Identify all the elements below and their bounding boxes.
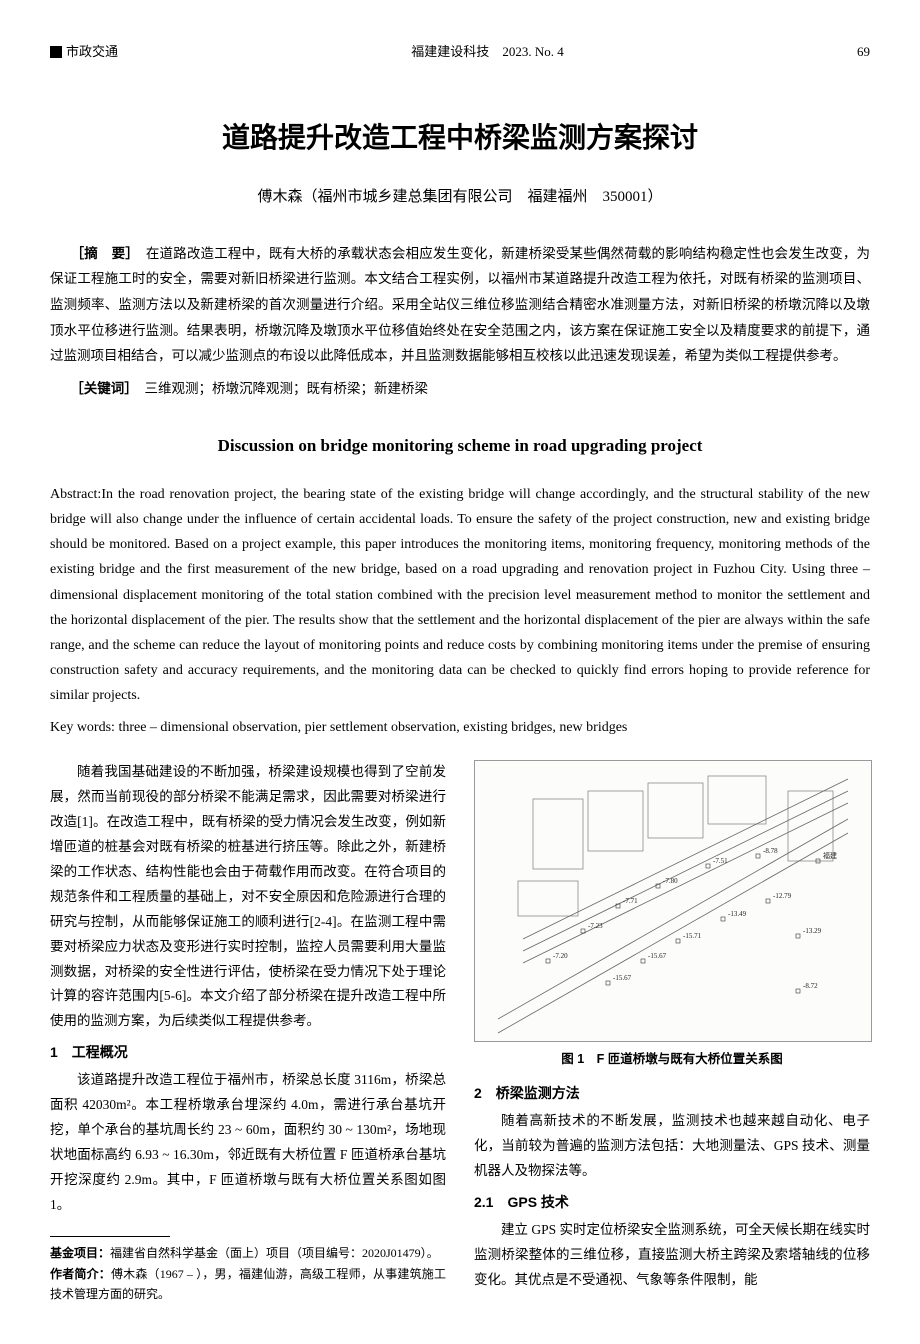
svg-text:-15.71: -15.71 (683, 932, 702, 940)
svg-text:-15.67: -15.67 (613, 974, 632, 982)
author-label: 作者简介： (50, 1267, 111, 1281)
svg-text:-8.72: -8.72 (803, 982, 818, 990)
column-left: 随着我国基础建设的不断加强，桥梁建设规模也得到了空前发展，然而当前现役的部分桥梁… (50, 760, 446, 1305)
footnote-author: 作者简介：傅木森（1967 – ），男，福建仙游，高级工程师，从事建筑施工技术管… (50, 1264, 446, 1305)
author-affiliation: 傅木森（福州市城乡建总集团有限公司 福建福州 350001） (50, 184, 870, 211)
svg-text:-13.49: -13.49 (728, 910, 747, 918)
footnote-separator (50, 1236, 170, 1237)
abstract-en: Abstract:In the road renovation project,… (50, 482, 870, 709)
keywords-en: Key words: three – dimensional observati… (50, 715, 870, 740)
svg-text:-7.71: -7.71 (623, 897, 638, 905)
abstract-en-label: Abstract: (50, 487, 101, 502)
svg-text:-15.67: -15.67 (648, 952, 667, 960)
keywords-cn: ［关键词］ 三维观测；桥墩沉降观测；既有桥梁；新建桥梁 (50, 377, 870, 401)
article-title-en: Discussion on bridge monitoring scheme i… (50, 431, 870, 462)
section-2-title: 2 桥梁监测方法 (474, 1081, 870, 1107)
svg-text:-7.23: -7.23 (588, 922, 603, 930)
figure-1-caption: 图 1 F 匝道桥墩与既有大桥位置关系图 (474, 1048, 870, 1071)
section-text: 市政交通 (66, 40, 118, 63)
keywords-cn-text: 三维观测；桥墩沉降观测；既有桥梁；新建桥梁 (145, 381, 429, 396)
abstract-cn: ［摘 要］ 在道路改造工程中，既有大桥的承载状态会相应发生变化，新建桥梁受某些偶… (50, 241, 870, 369)
intro-paragraph: 随着我国基础建设的不断加强，桥梁建设规模也得到了空前发展，然而当前现役的部分桥梁… (50, 760, 446, 1035)
page-number: 69 (857, 40, 870, 63)
svg-text:-7.20: -7.20 (553, 952, 568, 960)
article-title-cn: 道路提升改造工程中桥梁监测方案探讨 (50, 113, 870, 163)
column-right: -7.20 -7.23 -7.71 -7.80 -7.51 -8.78 -15.67 -15.… (474, 760, 870, 1305)
fund-text: 福建省自然科学基金（面上）项目（项目编号：2020J01479）。 (110, 1246, 439, 1260)
journal-issue: 福建建设科技 2023. No. 4 (411, 40, 563, 63)
section-2-body: 随着高新技术的不断发展，监测技术也越来越自动化、电子化，当前较为普遍的监测方法包… (474, 1109, 870, 1184)
svg-text:-7.80: -7.80 (663, 877, 678, 885)
svg-text:-13.29: -13.29 (803, 927, 822, 935)
keywords-en-label: Key words: (50, 720, 115, 735)
section-label: 市政交通 (50, 40, 118, 63)
svg-text:福建: 福建 (823, 851, 837, 860)
svg-text:-8.78: -8.78 (763, 847, 778, 855)
abstract-en-text: In the road renovation project, the bear… (50, 487, 870, 704)
section-1-title: 1 工程概况 (50, 1040, 446, 1066)
abstract-cn-text: 在道路改造工程中，既有大桥的承载状态会相应发生变化，新建桥梁受某些偶然荷载的影响… (50, 246, 870, 364)
section-2-1-title: 2.1 GPS 技术 (474, 1190, 870, 1216)
figure-1-svg: -7.20 -7.23 -7.71 -7.80 -7.51 -8.78 -15.67 -15.… (475, 761, 871, 1041)
section-1-body: 该道路提升改造工程位于福州市，桥梁总长度 3116m，桥梁总面积 42030m²… (50, 1068, 446, 1218)
abstract-cn-label: ［摘 要］ (77, 246, 132, 261)
page-header: 市政交通 福建建设科技 2023. No. 4 69 (50, 40, 870, 63)
section-2-1-body: 建立 GPS 实时定位桥梁安全监测系统，可全天候长期在线实时监测桥梁整体的三维位… (474, 1218, 870, 1293)
figure-1: -7.20 -7.23 -7.71 -7.80 -7.51 -8.78 -15.67 -15.… (474, 760, 872, 1042)
body-columns: 随着我国基础建设的不断加强，桥梁建设规模也得到了空前发展，然而当前现役的部分桥梁… (50, 760, 870, 1305)
keywords-en-text: three – dimensional observation, pier se… (118, 720, 627, 735)
svg-text:-7.51: -7.51 (713, 857, 728, 865)
keywords-cn-label: ［关键词］ (77, 381, 131, 396)
svg-text:-12.79: -12.79 (773, 892, 792, 900)
footnote-fund: 基金项目：福建省自然科学基金（面上）项目（项目编号：2020J01479）。 (50, 1243, 446, 1263)
fund-label: 基金项目： (50, 1246, 110, 1260)
section-marker-icon (50, 46, 62, 58)
